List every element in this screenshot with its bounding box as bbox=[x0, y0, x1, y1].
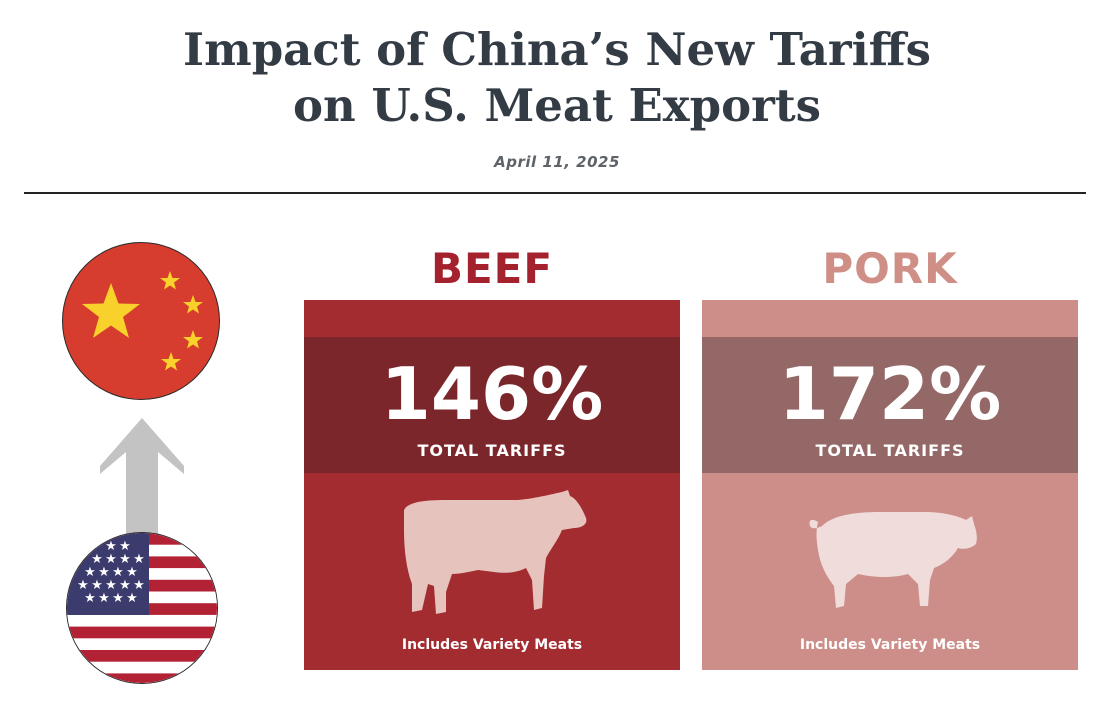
pork-tariff-band bbox=[702, 337, 1078, 473]
beef-card: 146% TOTAL TARIFFS Includes Variety Meat… bbox=[304, 300, 680, 670]
svg-text:★: ★ bbox=[126, 565, 138, 580]
svg-text:★: ★ bbox=[105, 552, 117, 567]
svg-text:★: ★ bbox=[98, 591, 110, 606]
header-divider bbox=[24, 192, 1086, 194]
pork-note: Includes Variety Meats bbox=[799, 637, 981, 653]
china-flag-icon bbox=[62, 242, 220, 400]
beef-note: Includes Variety Meats bbox=[401, 637, 583, 653]
svg-text:★: ★ bbox=[105, 578, 117, 593]
beef-tariff-caption: TOTAL TARIFFS bbox=[417, 441, 567, 460]
svg-text:★: ★ bbox=[77, 578, 89, 593]
svg-text:★: ★ bbox=[133, 578, 145, 593]
beef-tariff-percent: 146% bbox=[380, 352, 604, 436]
beef-tariff-band bbox=[304, 337, 680, 473]
svg-text:★: ★ bbox=[84, 591, 96, 606]
svg-text:★: ★ bbox=[84, 565, 96, 580]
pork-tariff-caption: TOTAL TARIFFS bbox=[815, 441, 965, 460]
pork-tariff-percent: 172% bbox=[778, 352, 1002, 436]
svg-text:★: ★ bbox=[126, 591, 138, 606]
beef-label: BEEF bbox=[430, 244, 554, 293]
arrow-up-icon bbox=[100, 418, 184, 536]
svg-text:★: ★ bbox=[91, 578, 103, 593]
svg-text:★: ★ bbox=[119, 578, 131, 593]
pig-icon bbox=[809, 512, 977, 608]
svg-text:★: ★ bbox=[119, 552, 131, 567]
publish-date: April 11, 2025 bbox=[494, 153, 620, 171]
title-line-2: on U.S. Meat Exports bbox=[293, 79, 821, 132]
svg-text:★: ★ bbox=[91, 552, 103, 567]
page-title: Impact of China’s New Tariffs on U.S. Me… bbox=[0, 22, 1114, 134]
usa-flag-icon: ★ ★ ★ ★ ★ ★ ★ ★ ★ ★ ★ ★ ★ ★ ★ ★ ★ ★ ★ bbox=[66, 532, 218, 684]
svg-text:★: ★ bbox=[112, 591, 124, 606]
svg-text:★: ★ bbox=[112, 565, 124, 580]
cow-icon bbox=[404, 490, 587, 614]
svg-text:★: ★ bbox=[105, 539, 117, 554]
trade-direction-graphic: ★ ★ ★ ★ ★ ★ ★ ★ ★ ★ ★ ★ ★ ★ ★ ★ ★ ★ ★ bbox=[62, 240, 222, 700]
svg-text:★: ★ bbox=[98, 565, 110, 580]
svg-text:★: ★ bbox=[119, 539, 131, 554]
title-line-1: Impact of China’s New Tariffs bbox=[183, 23, 931, 76]
pork-label: PORK bbox=[822, 244, 958, 293]
pork-card: 172% TOTAL TARIFFS Includes Variety Meat… bbox=[702, 300, 1078, 670]
svg-text:★: ★ bbox=[133, 552, 145, 567]
